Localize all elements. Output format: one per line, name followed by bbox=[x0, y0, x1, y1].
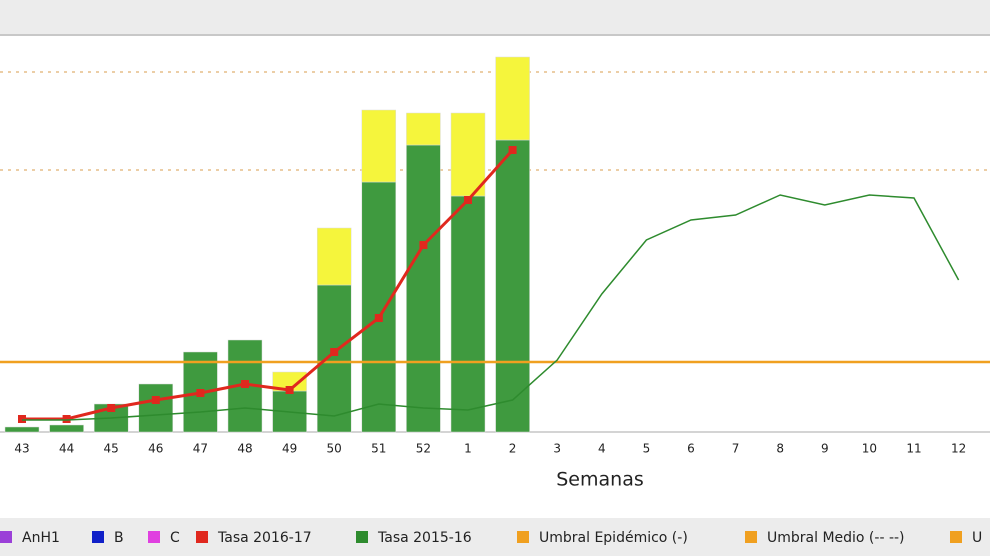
bar bbox=[406, 112, 441, 146]
legend-swatch bbox=[196, 531, 208, 543]
line-marker bbox=[196, 389, 205, 397]
bar bbox=[138, 383, 174, 433]
x-tick-label: 48 bbox=[237, 442, 252, 456]
x-tick-label: 49 bbox=[282, 442, 297, 456]
bar bbox=[316, 227, 352, 286]
bar bbox=[316, 284, 352, 433]
line-marker bbox=[419, 241, 428, 249]
legend-label: Umbral Medio (-- --) bbox=[767, 530, 905, 546]
bar bbox=[406, 144, 441, 433]
legend-swatch bbox=[517, 531, 529, 543]
x-tick-label: 4 bbox=[598, 442, 606, 456]
bar bbox=[361, 181, 397, 433]
legend-swatch bbox=[148, 531, 160, 543]
x-tick-label: 51 bbox=[371, 442, 386, 456]
x-tick-label: 12 bbox=[951, 442, 966, 456]
legend-band bbox=[0, 518, 990, 556]
bar bbox=[49, 424, 84, 433]
x-tick-label: 9 bbox=[821, 442, 829, 456]
top-band bbox=[0, 0, 990, 34]
x-tick-label: 11 bbox=[906, 442, 921, 456]
x-tick-label: 5 bbox=[643, 442, 651, 456]
line-marker bbox=[62, 415, 71, 423]
legend-label: Tasa 2016-17 bbox=[217, 530, 312, 546]
x-tick-label: 50 bbox=[327, 442, 342, 456]
x-tick-label: 44 bbox=[59, 442, 74, 456]
line-marker bbox=[464, 196, 472, 204]
x-tick-label: 3 bbox=[553, 442, 561, 456]
x-tick-label: 7 bbox=[732, 442, 740, 456]
x-tick-label: 6 bbox=[687, 442, 695, 456]
bar bbox=[450, 195, 486, 433]
line-marker bbox=[107, 404, 116, 412]
bar bbox=[450, 112, 486, 197]
legend-swatch bbox=[0, 531, 12, 543]
x-tick-label: 8 bbox=[776, 442, 784, 456]
x-tick-label: 1 bbox=[464, 442, 472, 456]
bar bbox=[495, 56, 530, 141]
legend-label: U bbox=[972, 530, 982, 546]
legend-label: C bbox=[170, 530, 180, 546]
bar bbox=[4, 426, 40, 433]
legend-label: Umbral Epidémico (-) bbox=[539, 530, 688, 546]
x-tick-label: 10 bbox=[862, 442, 877, 456]
legend-label: Tasa 2015-16 bbox=[377, 530, 472, 546]
line bbox=[22, 149, 514, 421]
line-marker bbox=[285, 386, 294, 394]
legend-label: B bbox=[114, 530, 124, 546]
line-marker bbox=[241, 380, 249, 388]
x-tick-label: 47 bbox=[193, 442, 208, 456]
x-tick-label: 43 bbox=[14, 442, 29, 456]
legend-swatch bbox=[950, 531, 962, 543]
legend-swatch bbox=[745, 531, 757, 543]
legend-swatch bbox=[356, 531, 368, 543]
bar bbox=[361, 109, 397, 183]
line-marker bbox=[374, 314, 383, 322]
bar bbox=[495, 139, 530, 433]
x-tick-label: 46 bbox=[148, 442, 163, 456]
x-tick-label: 52 bbox=[416, 442, 431, 456]
x-tick-label: 45 bbox=[104, 442, 119, 456]
line-marker bbox=[151, 396, 160, 404]
legend-label: AnH1 bbox=[22, 530, 60, 546]
line-marker bbox=[508, 146, 517, 154]
x-tick-label: 2 bbox=[509, 442, 517, 456]
line-marker bbox=[330, 348, 339, 356]
line-marker bbox=[18, 415, 26, 423]
legend-swatch bbox=[92, 531, 104, 543]
x-axis-label: Semanas bbox=[556, 469, 644, 491]
line bbox=[22, 194, 960, 421]
